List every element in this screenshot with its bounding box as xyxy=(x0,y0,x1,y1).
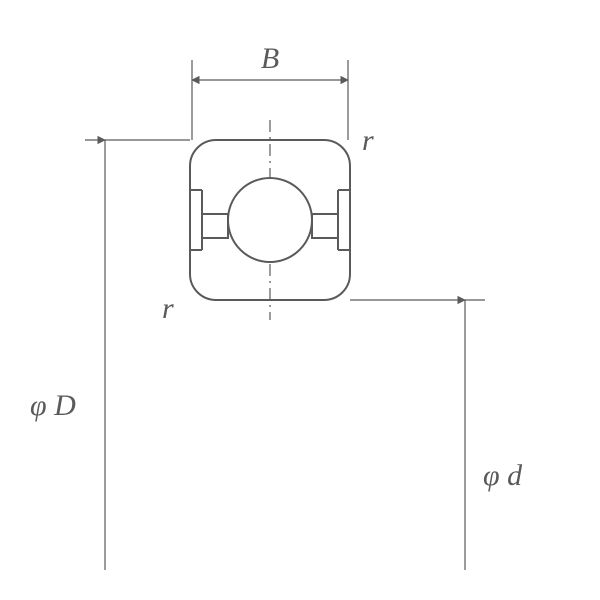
bearing-cross-section-diagram: B r r φ D φ d xyxy=(0,0,600,600)
label-r-top: r xyxy=(362,124,374,157)
dim-phid xyxy=(350,300,485,570)
cage-right xyxy=(312,214,338,238)
label-r-bottom: r xyxy=(162,292,174,325)
label-phiD: φ D xyxy=(30,389,76,422)
dim-phiD xyxy=(85,140,190,570)
label-phid: φ d xyxy=(483,459,523,492)
ball xyxy=(228,178,312,262)
cage-left xyxy=(202,214,228,238)
label-B: B xyxy=(261,42,279,75)
